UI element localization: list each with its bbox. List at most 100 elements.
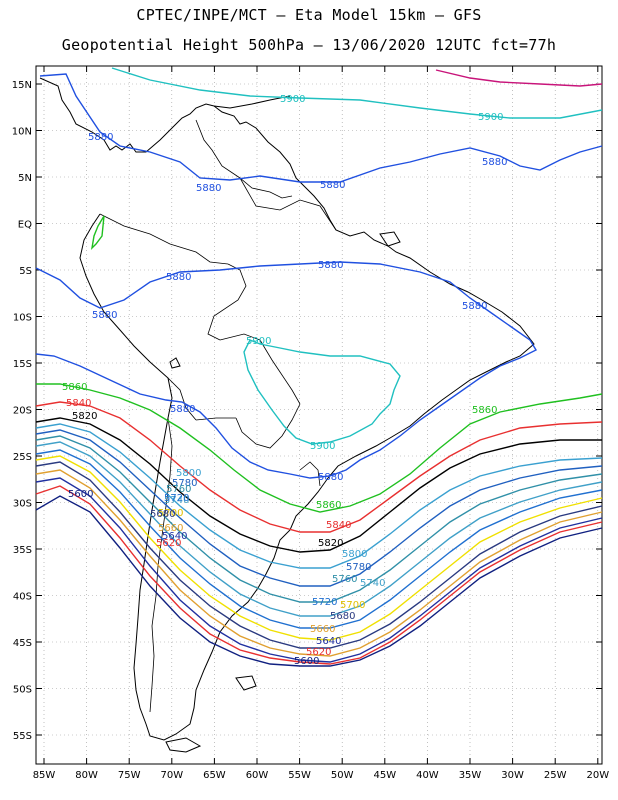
label-5880-j: 5880 bbox=[318, 472, 343, 483]
height-contours bbox=[35, 67, 603, 667]
label-5900-c: 5900 bbox=[246, 336, 271, 347]
label-5740-a: 5740 bbox=[164, 495, 189, 506]
venezuela-brazil-border bbox=[239, 177, 337, 231]
map-frame bbox=[35, 65, 603, 765]
lake-titicaca bbox=[169, 357, 181, 369]
label-5880-i: 5880 bbox=[170, 404, 195, 415]
label-5840-b: 5840 bbox=[326, 520, 351, 531]
lon-label: 60W bbox=[246, 770, 269, 781]
label-5860-b: 5860 bbox=[472, 405, 497, 416]
venezuela-coast bbox=[213, 95, 291, 109]
label-5880-a: 5880 bbox=[88, 132, 113, 143]
label-5840-a: 5840 bbox=[66, 398, 91, 409]
label-5900-a: 5900 bbox=[280, 94, 305, 105]
lat-label: 45S bbox=[13, 638, 32, 649]
contour-5620 bbox=[35, 485, 603, 665]
lon-label: 20W bbox=[586, 770, 609, 781]
contour-5740 bbox=[35, 441, 603, 617]
label-5800-b: 5800 bbox=[342, 549, 367, 560]
contour-5700 bbox=[35, 455, 603, 641]
map-title-line2: Geopotential Height 500hPa – 13/06/2020 … bbox=[61, 36, 557, 54]
lon-label: 45W bbox=[373, 770, 396, 781]
label-5720-b: 5720 bbox=[312, 597, 337, 608]
label-5720-a: 5720 bbox=[164, 493, 189, 504]
latitude-labels: 15N 10N 5N EQ 5S 10S 15S 20S 25S 30S 35S 40S 45S 50S 5… bbox=[12, 80, 32, 742]
lon-label: 75W bbox=[118, 770, 141, 781]
lon-label: 40W bbox=[416, 770, 439, 781]
lat-label: 5S bbox=[19, 266, 32, 277]
contour-5680 bbox=[35, 461, 603, 649]
colombia-peru-border bbox=[99, 213, 229, 265]
lon-label: 30W bbox=[501, 770, 524, 781]
lat-label: 40S bbox=[13, 592, 32, 603]
label-5740-b: 5740 bbox=[360, 578, 385, 589]
label-5600-b: 5600 bbox=[294, 656, 319, 667]
contour-5900-cyan-brazil bbox=[243, 339, 401, 445]
label-5880-d: 5880 bbox=[482, 157, 507, 168]
lat-label: 10S bbox=[13, 313, 32, 324]
lat-label: 15S bbox=[13, 359, 32, 370]
lat-label: 35S bbox=[13, 545, 32, 556]
contour-5840 bbox=[35, 401, 603, 533]
label-5880-b: 5880 bbox=[196, 183, 221, 194]
label-5660-a: 5660 bbox=[158, 523, 183, 534]
label-5820-a: 5820 bbox=[72, 411, 97, 422]
contour-5640 bbox=[35, 477, 603, 663]
label-5600-a: 5600 bbox=[68, 489, 93, 500]
label-5880-g: 5880 bbox=[92, 310, 117, 321]
lat-label: 30S bbox=[13, 499, 32, 510]
peru-brazil-border bbox=[207, 263, 247, 341]
label-5900-b: 5900 bbox=[478, 112, 503, 123]
contour-5880-south bbox=[35, 261, 537, 479]
label-5780-a: 5780 bbox=[172, 478, 197, 489]
map-title-line1: CPTEC/INPE/MCT – Eta Model 15km – GFS bbox=[136, 6, 482, 24]
contour-5760 bbox=[35, 435, 603, 603]
lon-label: 25W bbox=[544, 770, 567, 781]
label-5880-e: 5880 bbox=[166, 272, 191, 283]
south-america-coast bbox=[79, 105, 535, 741]
paraguay-border bbox=[235, 403, 301, 449]
lon-label: 85W bbox=[33, 770, 56, 781]
lon-label: 55W bbox=[288, 770, 311, 781]
lat-label: 25S bbox=[13, 452, 32, 463]
argentina-bolivia-border bbox=[195, 417, 236, 421]
tierra-del-fuego bbox=[165, 737, 202, 753]
contour-5660 bbox=[35, 469, 603, 657]
bolivia-chile-border bbox=[167, 377, 197, 421]
contour-5860 bbox=[36, 383, 603, 513]
lat-label: 15N bbox=[12, 80, 32, 91]
label-5800-a: 5800 bbox=[176, 468, 201, 479]
coastlines bbox=[39, 77, 535, 753]
lon-label: 65W bbox=[203, 770, 226, 781]
label-5640-a: 5640 bbox=[162, 531, 187, 542]
label-5860-c: 5860 bbox=[316, 500, 341, 511]
contour-labels: 5900 5900 5900 5900 5880 5880 5880 5880 … bbox=[62, 94, 507, 667]
contour-5720 bbox=[35, 449, 603, 629]
label-5880-h: 5880 bbox=[462, 301, 487, 312]
label-5620-b: 5620 bbox=[306, 647, 331, 658]
bolivia-brazil-border bbox=[219, 333, 301, 405]
label-5900-d: 5900 bbox=[310, 441, 335, 452]
label-5660-b: 5660 bbox=[310, 624, 335, 635]
argentina-chile-border bbox=[149, 417, 173, 713]
lon-label: 70W bbox=[160, 770, 183, 781]
contour-5900-cyan-north bbox=[111, 67, 603, 119]
central-america-coast bbox=[39, 77, 215, 153]
label-5680-a: 5680 bbox=[150, 509, 175, 520]
lat-label: 55S bbox=[13, 731, 32, 742]
marajo-island bbox=[379, 231, 401, 247]
lat-label: EQ bbox=[18, 220, 32, 231]
contour-5780 bbox=[35, 429, 603, 587]
lat-label: 10N bbox=[12, 127, 32, 138]
lon-label: 80W bbox=[75, 770, 98, 781]
uruguay-border bbox=[299, 461, 321, 487]
label-5700-a: 5700 bbox=[158, 508, 183, 519]
label-5700-b: 5700 bbox=[340, 600, 365, 611]
contour-5800 bbox=[35, 423, 603, 569]
label-5760-b: 5760 bbox=[332, 574, 357, 585]
longitude-labels: 85W 80W 75W 70W 65W 60W 55W 50W 45W 40W 35W 30W 25W 2… bbox=[33, 770, 610, 781]
label-5820-b: 5820 bbox=[318, 538, 343, 549]
lon-label: 35W bbox=[459, 770, 482, 781]
contour-5880-ecuador bbox=[90, 215, 105, 251]
